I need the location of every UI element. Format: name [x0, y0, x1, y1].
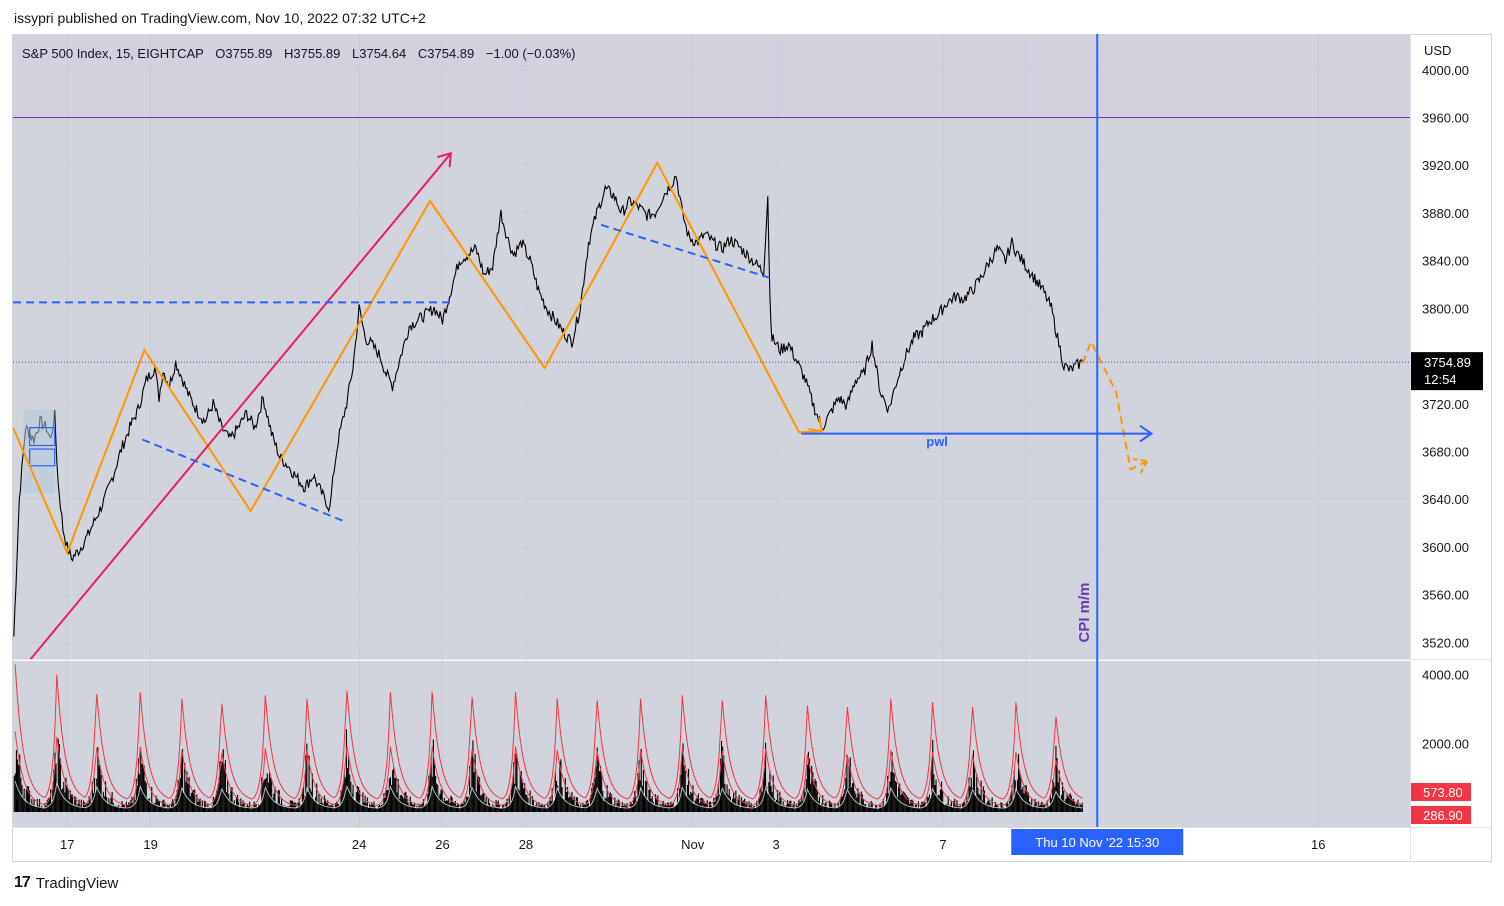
- series-zigzag-projection: [1081, 339, 1148, 471]
- symbol-legend: S&P 500 Index, 15, EIGHTCAP O3755.89 H37…: [22, 46, 576, 61]
- ohlc-high: H3755.89: [284, 46, 340, 61]
- volume-layer: [13, 664, 1083, 812]
- volume-ma-fast: [14, 664, 1083, 800]
- publish-header: issypri published on TradingView.com, No…: [14, 10, 426, 26]
- y-tick-label: 3720.00: [1422, 397, 1469, 412]
- last-price-badge: [1411, 352, 1483, 391]
- series-trend-dash-2: [600, 223, 773, 280]
- y-tick-label: 3880.00: [1422, 206, 1469, 221]
- y-tick-label: 3560.00: [1422, 588, 1469, 603]
- ohlc-open: O3755.89: [215, 46, 272, 61]
- volume-pane-bg: [13, 661, 1410, 827]
- ohlc-change: −1.00 (−0.03%): [486, 46, 576, 61]
- uptrend-arrowhead: [437, 151, 452, 168]
- chart-border: [12, 34, 1492, 862]
- symbol-name: S&P 500 Index, 15, EIGHTCAP: [22, 46, 204, 61]
- upper-zone-bg: [13, 35, 1410, 118]
- tradingview-logo-icon: 17: [14, 874, 31, 891]
- volume-ma-base: [14, 780, 1083, 809]
- y-tick-label: 3600.00: [1422, 540, 1469, 555]
- y-tick-label: 3520.00: [1422, 635, 1469, 650]
- price-pane-bg: [13, 35, 1410, 659]
- y-tick-label: 3960.00: [1422, 110, 1469, 125]
- currency-label: USD: [1424, 43, 1451, 58]
- series-uptrend: [29, 152, 452, 659]
- crosshair-date-badge: [1011, 829, 1184, 855]
- series-trend-dash-1: [141, 438, 343, 522]
- order-block-box: [23, 409, 55, 494]
- y-tick-label: 3920.00: [1422, 158, 1469, 173]
- volume-y-tick-label: 2000.00: [1422, 736, 1469, 751]
- volume-ma-fast-text: 573.80: [1423, 785, 1463, 800]
- y-tick-label: 3640.00: [1422, 492, 1469, 507]
- x-tick-label: 26: [435, 837, 449, 852]
- x-tick-label: 17: [60, 837, 74, 852]
- y-tick-label: 3680.00: [1422, 444, 1469, 459]
- x-tick-label: 16: [1311, 837, 1325, 852]
- grid: [13, 34, 1410, 827]
- volume-y-tick-label: 4000.00: [1422, 668, 1469, 683]
- pwl-arrowhead: [1139, 424, 1154, 443]
- order-block-outline: [29, 448, 56, 467]
- price-layer: pwl CPI m/m: [13, 117, 1410, 659]
- x-tick-label: 7: [939, 837, 946, 852]
- projection-arrowhead: [1133, 458, 1149, 474]
- volume-ma-fast-badge: [1411, 783, 1471, 801]
- volume-ma-slow-badge: [1411, 806, 1471, 824]
- volume-ma-slow-text: 286.90: [1423, 808, 1463, 823]
- ohlc-close: C3754.89: [418, 46, 474, 61]
- crosshair-date-text: Thu 10 Nov '22 15:30: [1035, 835, 1159, 850]
- x-tick-label: 19: [143, 837, 157, 852]
- order-block-outline: [29, 427, 56, 447]
- x-tick-label: 3: [773, 837, 780, 852]
- volume-ma-slow: [14, 731, 1083, 806]
- tradingview-brand: TradingView: [35, 874, 119, 892]
- y-tick-label: 3840.00: [1422, 254, 1469, 269]
- x-tick-label: 28: [519, 837, 533, 852]
- y-tick-label: 3800.00: [1422, 301, 1469, 316]
- pwl-label: pwl: [926, 434, 948, 449]
- countdown-text: 12:54: [1424, 372, 1457, 387]
- x-tick-label: 24: [352, 837, 366, 852]
- y-tick-label: 4000.00: [1422, 63, 1469, 78]
- series-zigzag: [13, 160, 823, 556]
- x-tick-label: Nov: [681, 837, 705, 852]
- ohlc-low: L3754.64: [352, 46, 406, 61]
- axis-layer: 3520.00 3560.00 3600.00 3640.00 3680.00 3720.…: [60, 34, 1483, 855]
- zigzag-arrowhead: [808, 417, 824, 433]
- tradingview-footer[interactable]: 17 TradingView: [14, 874, 118, 892]
- last-price-text: 3754.89: [1424, 355, 1471, 370]
- cpi-label: CPI m/m: [1076, 582, 1093, 642]
